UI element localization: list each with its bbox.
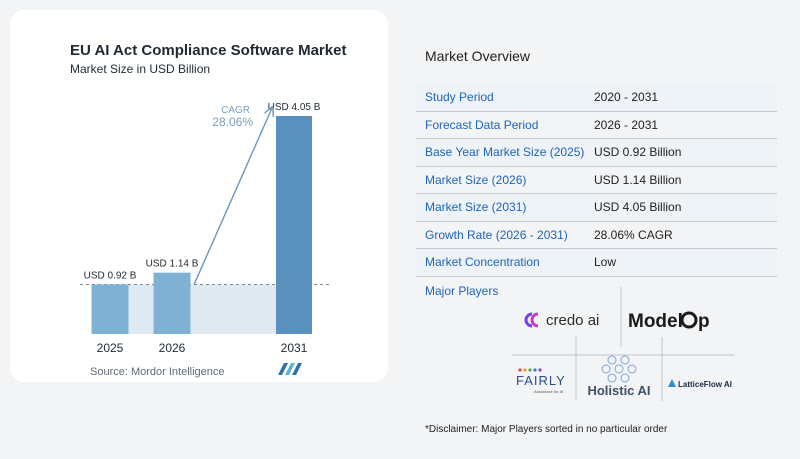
x-tick-label-2026: 2026 — [159, 341, 186, 355]
fairly-dots-icon — [518, 368, 542, 372]
fairly-text: FAIRLY — [516, 373, 566, 388]
overview-title: Market Overview — [425, 48, 531, 64]
x-tick-label-2025: 2025 — [97, 341, 124, 355]
overview-label: Forecast Data Period — [425, 117, 539, 132]
disclaimer: *Disclaimer: Major Players sorted in no … — [425, 424, 668, 435]
overview-value: USD 0.92 Billion — [594, 145, 682, 159]
data-label-2031: USD 4.05 B — [268, 102, 321, 113]
major-players-title: Major Players — [425, 284, 499, 298]
overview-row: Base Year Market Size (2025) USD 0.92 Bi… — [416, 139, 777, 167]
credo-ai-mark-icon — [524, 312, 533, 328]
modelop-o-icon — [680, 311, 698, 329]
bar-chart: USD 0.92 B 2025 USD 1.14 B 2026 USD 4.05 B 20… — [80, 102, 330, 355]
modelop-text: Model — [628, 311, 683, 332]
credo-ai-text: credo ai — [546, 312, 599, 329]
fairly-logo: FAIRLY Assurance for AI — [516, 368, 566, 394]
credo-ai-logo: credo ai — [524, 312, 599, 329]
overview-table: Study Period 2020 - 2031 Forecast Data P… — [416, 84, 777, 277]
chart-subtitle: Market Size in USD Billion — [70, 62, 211, 76]
modelop-text-end: p — [698, 311, 710, 332]
data-label-2025: USD 0.92 B — [84, 270, 137, 281]
overview-label: Market Size (2026) — [425, 172, 527, 187]
chart-title: EU AI Act Compliance Software Market — [70, 42, 347, 59]
overview-row: Market Size (2031) USD 4.05 Billion — [416, 194, 777, 222]
x-tick-label-2031: 2031 — [281, 341, 308, 355]
holistic-ai-text: Holistic AI — [587, 383, 650, 398]
credo-ai-mark-icon — [530, 312, 539, 328]
overview-value: 28.06% CAGR — [594, 227, 673, 242]
overview-row: Forecast Data Period 2026 - 2031 — [416, 112, 777, 139]
mordor-logo-icon — [278, 363, 302, 375]
overview-label: Growth Rate (2026 - 2031) — [425, 227, 568, 242]
overview-row: Study Period 2020 - 2031 — [416, 84, 777, 112]
overview-row: Growth Rate (2026 - 2031) 28.06% CAGR — [416, 222, 777, 249]
fairly-tagline: Assurance for AI — [534, 389, 563, 394]
cagr-arrow — [193, 108, 272, 285]
cagr-label: CAGR — [221, 105, 250, 116]
overview-value: 2026 - 2031 — [594, 117, 659, 132]
data-label-2026: USD 1.14 B — [146, 259, 199, 270]
cagr-value: 28.06% — [212, 115, 253, 129]
overview-value: Low — [594, 255, 617, 269]
bar-2025 — [91, 284, 129, 334]
overview-label: Study Period — [425, 90, 494, 104]
latticeflow-mark-icon — [668, 379, 676, 387]
latticeflow-ai-logo: LatticeFlow AI — [668, 379, 732, 389]
modelop-logo: Model p — [628, 311, 710, 332]
bar-2031 — [276, 116, 312, 334]
holistic-ai-mark-icon — [601, 355, 637, 383]
bar-2026 — [153, 272, 191, 334]
overview-row: Market Concentration Low — [416, 249, 777, 277]
overview-row: Market Size (2026) USD 1.14 Billion — [416, 167, 777, 194]
overview-value: USD 1.14 Billion — [594, 172, 682, 187]
overview-value: 2020 - 2031 — [594, 90, 659, 104]
overview-label: Market Concentration — [425, 255, 540, 269]
overview-label: Market Size (2031) — [425, 200, 527, 214]
source-note: Source: Mordor Intelligence — [90, 366, 225, 378]
latticeflow-text: LatticeFlow AI — [678, 380, 732, 389]
holistic-ai-logo: Holistic AI — [587, 355, 651, 398]
players-logo-grid: credo ai Model p FAIRLY Assurance for AI — [512, 287, 734, 401]
overview-value: USD 4.05 Billion — [594, 200, 682, 214]
overview-label: Base Year Market Size (2025) — [425, 145, 585, 159]
